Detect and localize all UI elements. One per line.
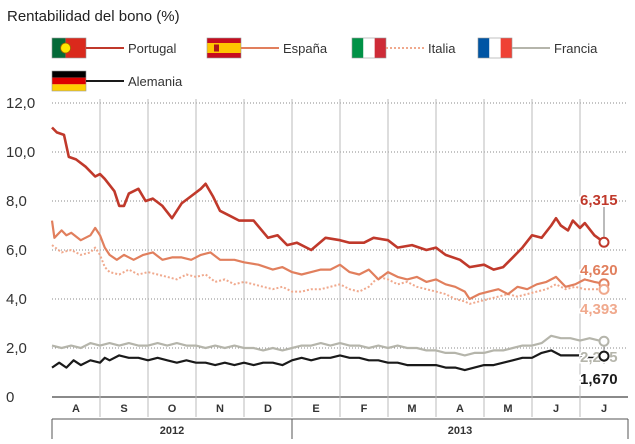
y-tick-label: 4,0 (6, 291, 27, 308)
month-label: M (503, 403, 512, 415)
legend-item-2: Italia (351, 37, 456, 59)
legend-item-0: Portugal (51, 37, 177, 59)
series-line-1 (50, 220, 605, 301)
year-label: 2013 (448, 425, 472, 437)
end-label: 4,620 (580, 262, 618, 279)
legend-label: Portugal (128, 41, 177, 56)
legend-label: Italia (428, 41, 456, 56)
legend-label: Alemania (128, 74, 183, 89)
month-label: J (553, 403, 559, 415)
legend-label: Francia (554, 41, 598, 56)
y-tick-label: 6,0 (6, 242, 27, 259)
end-label: 6,315 (580, 192, 618, 209)
month-label: F (361, 403, 368, 415)
legend-item-3: Francia (477, 37, 598, 59)
series-group (50, 126, 605, 372)
series-line-4 (51, 349, 605, 372)
month-label: O (168, 403, 177, 415)
series-line-2 (51, 244, 605, 305)
series-line-3 (51, 334, 605, 357)
legend-label: España (283, 41, 328, 56)
month-label: J (601, 403, 607, 415)
month-label: E (312, 403, 319, 415)
month-label: D (264, 403, 272, 415)
flag-icon (206, 37, 242, 59)
y-tick-label: 8,0 (6, 193, 27, 210)
legend-item-1: España (206, 37, 328, 59)
end-marker (598, 283, 610, 295)
flag-icon (51, 37, 87, 59)
end-marker (598, 335, 610, 347)
flag-icon (351, 37, 387, 59)
y-tick-label: 0 (6, 389, 14, 406)
y-tick-label: 10,0 (6, 144, 35, 161)
y-axis: 0 2,0 4,0 6,0 8,0 10,0 12,0 (6, 95, 35, 406)
series-line-0 (51, 126, 605, 271)
y-tick-label: 12,0 (6, 95, 35, 112)
chart-title: Rentabilidad del bono (%) (7, 8, 180, 25)
month-label: S (120, 403, 127, 415)
year-label: 2012 (160, 425, 184, 437)
month-label: A (456, 403, 464, 415)
end-marker (598, 350, 610, 362)
month-label: M (407, 403, 416, 415)
flag-icon (51, 70, 87, 92)
end-label: 4,393 (580, 301, 618, 318)
y-tick-label: 2,0 (6, 340, 27, 357)
legend-item-4: Alemania (51, 70, 183, 92)
end-label: 1,670 (580, 371, 618, 388)
flag-icon (477, 37, 513, 59)
x-axis: A S O N D E F M A M J J 2012 2013 (51, 403, 629, 439)
month-label: N (216, 403, 224, 415)
month-label: A (72, 403, 80, 415)
legend: Portugal España Italia Francia Alemania (51, 37, 598, 92)
end-marker (598, 236, 610, 248)
